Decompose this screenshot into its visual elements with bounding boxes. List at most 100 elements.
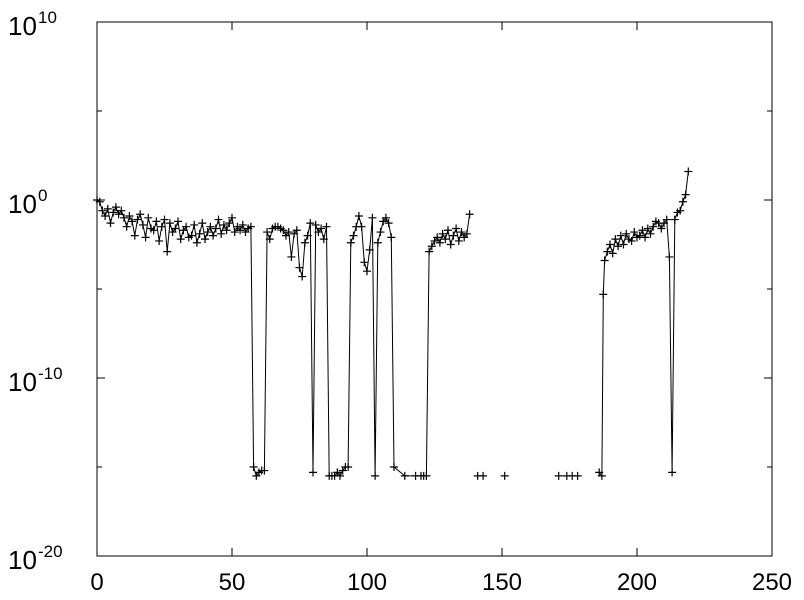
data-point (627, 236, 636, 245)
data-point (425, 247, 434, 256)
data-point (160, 215, 169, 224)
data-point (128, 217, 137, 226)
data-point (198, 219, 207, 228)
data-point (611, 235, 620, 244)
series-line-segment (96, 199, 471, 477)
data-point (192, 238, 201, 247)
data-point (349, 231, 358, 240)
x-tick-label: 200 (617, 569, 657, 596)
data-point (384, 219, 393, 228)
data-point (597, 471, 606, 480)
data-point (225, 219, 234, 228)
data-point (155, 236, 164, 245)
data-point (500, 471, 509, 480)
y-tick-label: 10 0 (8, 186, 47, 219)
data-point (449, 231, 458, 240)
y-tick-label-base: 10 (8, 545, 37, 575)
y-tick-label-exponent: 10 (38, 8, 57, 27)
data-point (109, 208, 118, 217)
data-point (600, 256, 609, 265)
data-point (295, 263, 304, 272)
data-point (676, 206, 685, 215)
data-point (360, 258, 369, 267)
data-point (646, 229, 655, 238)
data-point (120, 213, 128, 222)
data-point (206, 222, 215, 231)
data-point (638, 226, 647, 235)
data-point (649, 222, 658, 231)
data-point (111, 203, 120, 212)
data-point (136, 210, 145, 219)
y-tick-label-base: 10 (8, 11, 37, 41)
data-point (101, 212, 110, 221)
data-point (371, 471, 380, 480)
data-point (668, 468, 677, 477)
data-point (187, 231, 196, 240)
data-point (665, 252, 674, 261)
data-point (684, 167, 693, 176)
plot-frame (96, 21, 773, 557)
data-point (306, 219, 315, 228)
data-point (616, 231, 625, 240)
data-point (152, 217, 161, 226)
data-point (171, 224, 180, 233)
data-point (133, 215, 142, 224)
data-point (354, 212, 363, 221)
data-point (322, 222, 331, 231)
data-point (444, 226, 452, 235)
data-point (441, 235, 450, 244)
data-point (311, 220, 320, 229)
data-point (606, 240, 614, 249)
data-point (435, 238, 444, 247)
data-point (228, 213, 236, 222)
data-point (130, 231, 139, 240)
data-point (438, 229, 447, 238)
data-point (103, 204, 112, 213)
x-tick-label: 250 (752, 569, 792, 596)
data-point (422, 471, 431, 480)
data-point (363, 267, 371, 276)
data-point (125, 212, 134, 221)
data-point (336, 471, 344, 480)
data-point (298, 272, 307, 281)
data-point (641, 233, 650, 242)
data-point (284, 228, 293, 237)
data-point (174, 217, 182, 226)
data-point (106, 219, 115, 228)
data-point (381, 213, 390, 222)
y-tick-label: 10 -20 (8, 542, 63, 575)
data-point (144, 213, 153, 222)
data-point (603, 247, 612, 256)
data-point (182, 222, 191, 231)
data-point (249, 463, 258, 471)
data-point (387, 233, 396, 242)
data-point (214, 215, 223, 224)
data-point (138, 220, 147, 229)
data-point (300, 238, 309, 247)
y-tick-label: 10 -10 (8, 364, 63, 397)
data-point (681, 190, 690, 199)
data-point (176, 235, 185, 244)
data-point (365, 245, 374, 254)
data-point (317, 224, 326, 233)
data-point (662, 215, 671, 224)
data-point (427, 242, 436, 251)
data-point (230, 228, 239, 237)
data-point (236, 226, 245, 235)
data-point (599, 290, 608, 299)
data-point (219, 220, 228, 229)
data-point (454, 236, 463, 245)
y-tick-label-base: 10 (8, 367, 37, 397)
data-point (457, 228, 466, 237)
data-point (346, 238, 355, 247)
data-point (630, 228, 639, 237)
y-tick-label: 10 10 (8, 8, 57, 41)
data-point (479, 471, 488, 480)
series-layer (93, 167, 693, 480)
y-tick-label-exponent: -10 (38, 364, 63, 383)
data-point (400, 471, 409, 480)
x-tick-label: 100 (347, 569, 387, 596)
data-point (190, 220, 199, 229)
